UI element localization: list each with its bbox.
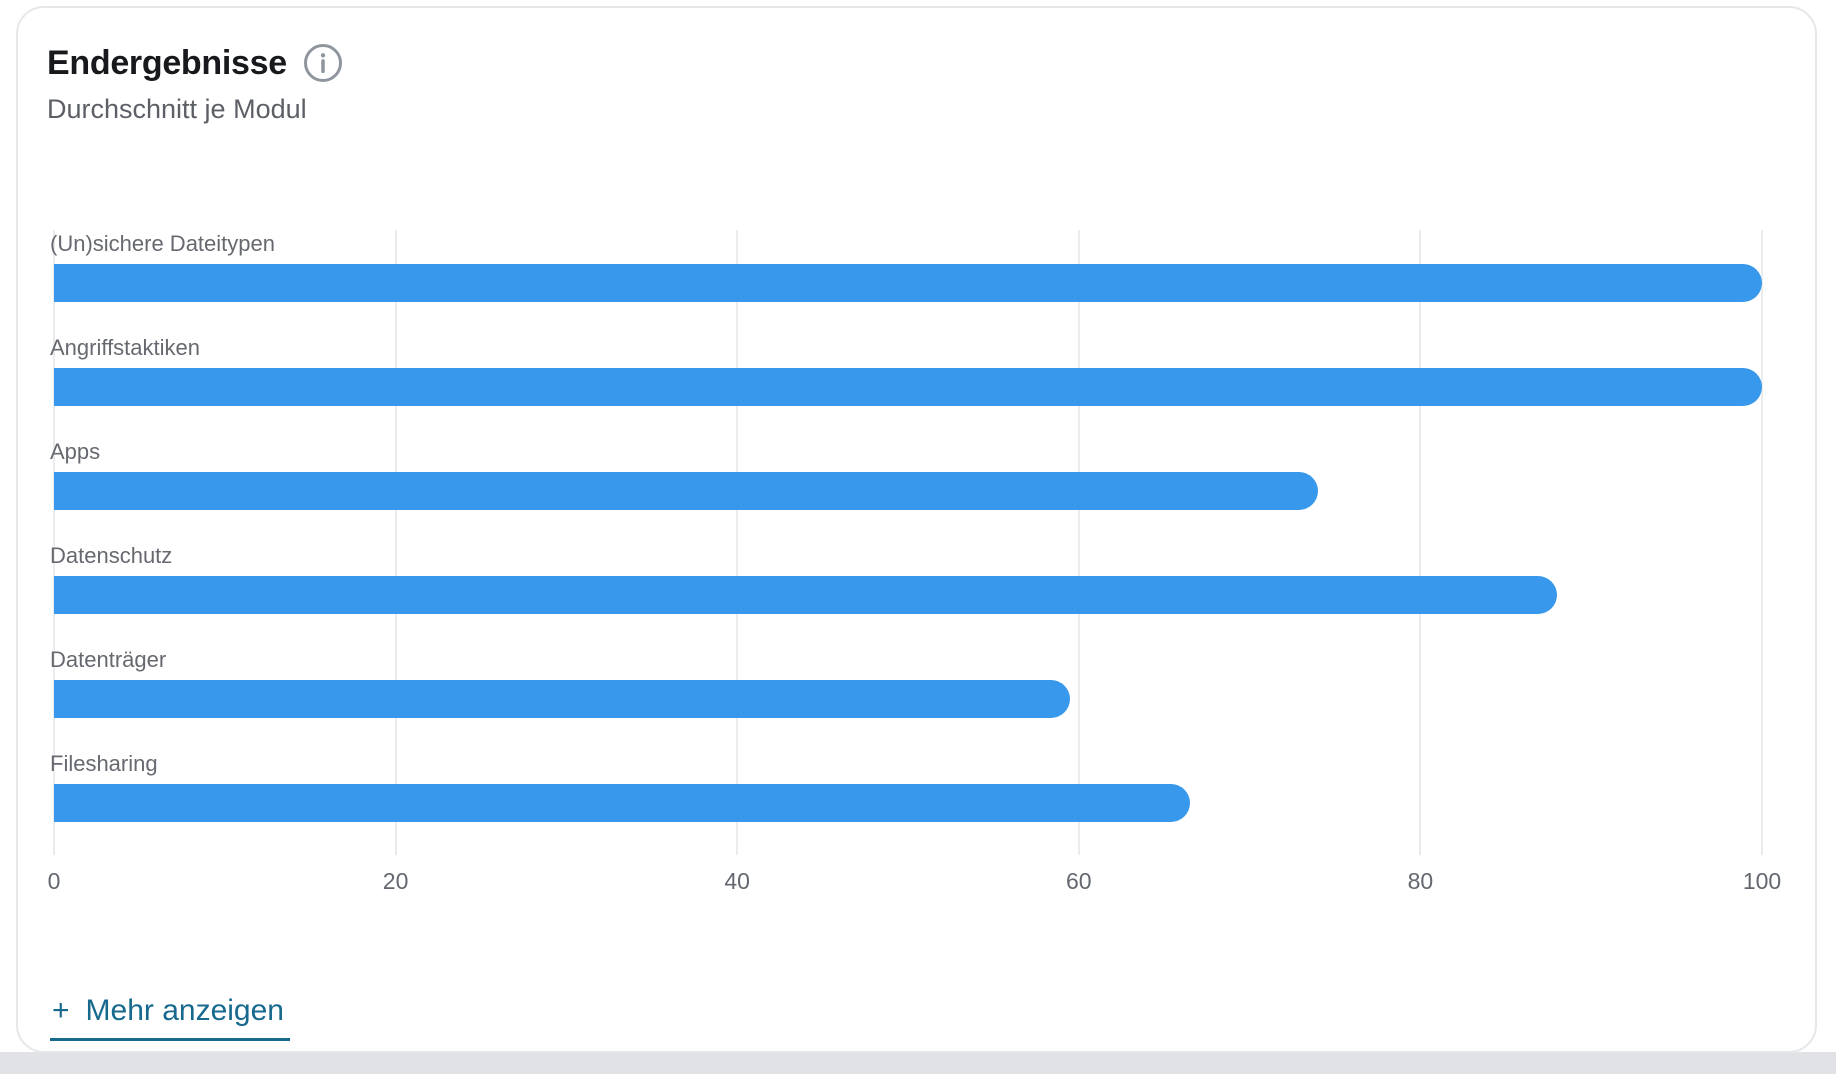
x-axis-tick-label: 40 <box>724 868 750 894</box>
bar[interactable] <box>54 576 1558 614</box>
card-header: Endergebnisse <box>47 42 344 84</box>
bar-label: Angriffstaktiken <box>50 335 201 360</box>
bar[interactable] <box>54 680 1071 718</box>
show-more-link[interactable]: + Mehr anzeigen <box>50 992 290 1041</box>
bar-label: Filesharing <box>50 751 158 776</box>
plus-icon: + <box>52 994 70 1027</box>
bar-label: Datenträger <box>50 647 167 672</box>
x-axis-tick-label: 100 <box>1742 868 1782 894</box>
bar-label: Datenschutz <box>50 543 173 568</box>
grid-line <box>1419 230 1422 855</box>
bar[interactable] <box>54 784 1190 822</box>
grid-line <box>1077 230 1080 855</box>
card-subtitle: Durchschnitt je Modul <box>47 94 307 124</box>
grid-line <box>1761 230 1763 855</box>
results-card: Endergebnisse Durchschnitt je Modul 0 20 4… <box>16 6 1817 1053</box>
grid-line <box>394 230 397 855</box>
bar[interactable] <box>54 472 1318 510</box>
bar-label: Apps <box>50 439 101 464</box>
x-axis-tick-label: 20 <box>382 868 409 894</box>
x-axis-tick-label: 60 <box>1066 868 1092 894</box>
info-icon[interactable] <box>302 42 344 84</box>
grid-line <box>736 230 739 855</box>
page-background-strip <box>0 1052 1836 1074</box>
bar-chart: 0 20 40 60 80 100 (Un)sichere Dateitypen Angrif… <box>48 230 1781 894</box>
bar[interactable] <box>54 264 1762 302</box>
grid-line <box>53 230 55 855</box>
x-axis-tick-label: 80 <box>1407 868 1434 894</box>
card-title: Endergebnisse <box>47 43 287 82</box>
bar[interactable] <box>54 368 1762 406</box>
bar-label: (Un)sichere Dateitypen <box>50 231 275 256</box>
x-axis-tick-label: 0 <box>47 868 61 894</box>
show-more-label: Mehr anzeigen <box>85 994 284 1027</box>
